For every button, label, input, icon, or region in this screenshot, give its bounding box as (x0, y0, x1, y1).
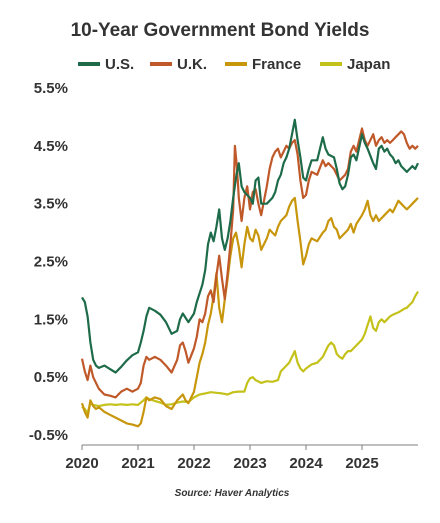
legend-item: U.S. (78, 56, 134, 73)
legend-item: Japan (320, 56, 390, 73)
y-tick-label: 2.5% (34, 254, 68, 271)
x-tick-label: 2021 (121, 455, 154, 472)
legend: U.S. U.K. France Japan (78, 56, 390, 73)
x-tick-label: 2020 (65, 455, 98, 472)
y-axis: 5.5% 4.5% 3.5% 2.5% 1.5% 0.5% -0.5% (29, 80, 68, 444)
x-axis: 2020 2021 2022 2023 2024 2025 (65, 444, 418, 472)
chart-title: 10-Year Government Bond Yields (71, 20, 370, 41)
y-tick-label: 0.5% (34, 369, 68, 386)
legend-label: France (252, 56, 301, 73)
legend-label: Japan (347, 56, 390, 73)
legend-label: U.K. (177, 56, 207, 73)
y-tick-label: -0.5% (29, 427, 68, 444)
series-line-us (81, 118, 419, 374)
legend-item: U.K. (150, 56, 207, 73)
legend-label: U.S. (105, 56, 134, 73)
y-tick-label: 5.5% (34, 80, 68, 97)
x-tick-label: 2022 (177, 455, 210, 472)
series-line-uk (80, 127, 419, 399)
series-lines (80, 118, 419, 428)
x-tick-label: 2023 (233, 455, 266, 472)
legend-item: France (225, 56, 301, 73)
y-tick-label: 1.5% (34, 311, 68, 328)
x-tick-label: 2024 (289, 455, 323, 472)
source-note: Source: Haver Analytics (175, 488, 290, 499)
series-line-france (80, 196, 419, 428)
series-line-japan (81, 291, 419, 415)
y-tick-label: 3.5% (34, 196, 68, 213)
y-tick-label: 4.5% (34, 138, 68, 155)
x-tick-label: 2025 (345, 455, 378, 472)
